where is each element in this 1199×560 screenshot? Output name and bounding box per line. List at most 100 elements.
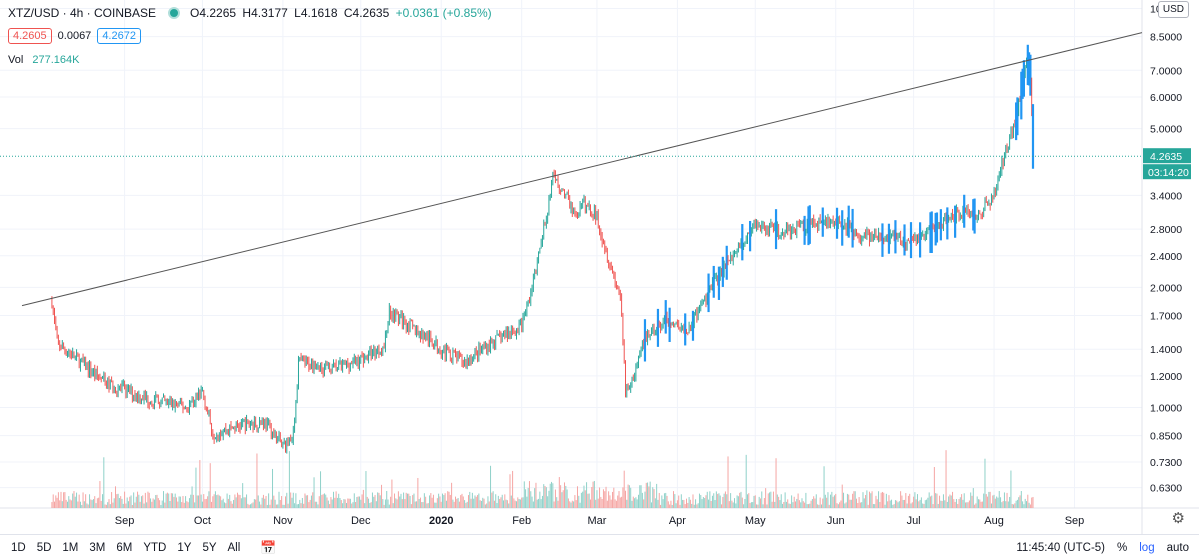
volume-bar (309, 499, 311, 508)
y-tick-label: 2.0000 (1150, 282, 1182, 294)
volume-bar (945, 450, 947, 508)
volume-bar (979, 499, 981, 508)
range-all-button[interactable]: All (227, 541, 241, 554)
volume-bar (521, 497, 523, 508)
volume-bar (126, 497, 128, 508)
volume-bar (541, 495, 543, 508)
volume-bar (187, 502, 189, 508)
volume-bar (758, 496, 760, 508)
volume-bar (959, 497, 961, 508)
currency-badge[interactable]: USD (1157, 1, 1189, 18)
volume-bar (635, 497, 637, 508)
spread-value: 0.0067 (57, 30, 92, 42)
volume-bar (967, 502, 969, 508)
volume-bar (778, 496, 780, 508)
volume-bar (95, 503, 97, 508)
volume-bar (948, 496, 950, 508)
price-chart[interactable]: 10.00008.50007.00006.00005.00003.40002.8… (0, 0, 1199, 534)
volume-bar (724, 491, 726, 508)
volume-bar (862, 492, 864, 508)
range-1m-button[interactable]: 1M (62, 541, 79, 554)
volume-bar (875, 495, 877, 508)
volume-bar (490, 465, 492, 508)
volume-bar (675, 503, 677, 508)
volume-bar (523, 481, 525, 508)
volume-bar (217, 494, 219, 508)
volume-bar (743, 504, 745, 508)
volume-bar (172, 493, 174, 508)
volume-bar (961, 494, 963, 508)
volume-bar (153, 499, 155, 508)
volume-bar (740, 491, 742, 508)
volume-bar (443, 495, 445, 508)
volume-bar (364, 503, 366, 508)
clock-time[interactable]: 11:45:40 (UTC-5) (1016, 541, 1106, 554)
volume-bar (693, 504, 695, 508)
volume-bar (63, 492, 65, 508)
volume-bar (593, 480, 595, 508)
volume-bar (822, 498, 824, 508)
volume-bar (837, 504, 839, 508)
volume-bar (759, 498, 761, 508)
volume-bar (584, 490, 586, 508)
volume-bar (660, 504, 662, 508)
volume-bar (155, 495, 157, 508)
x-tick-label: Sep (115, 515, 135, 527)
range-5d-button[interactable]: 5D (36, 541, 52, 554)
log-scale-toggle[interactable]: log (1139, 541, 1155, 554)
volume-bar (185, 496, 187, 508)
volume-bar (329, 504, 331, 508)
range-3m-button[interactable]: 3M (89, 541, 106, 554)
volume-bar (99, 481, 101, 508)
volume-bar (780, 494, 782, 508)
volume-bar (941, 500, 943, 508)
volume-bar (1002, 500, 1004, 508)
volume-bar (442, 493, 444, 508)
volume-bar (1020, 491, 1022, 508)
volume-bar (301, 497, 303, 508)
volume-bar (464, 500, 466, 508)
volume-bar (885, 493, 887, 508)
x-tick-label: Aug (984, 515, 1004, 527)
range-6m-button[interactable]: 6M (116, 541, 133, 554)
volume-bar (246, 494, 248, 508)
volume-bar (1032, 496, 1034, 508)
volume-bar (640, 485, 642, 508)
market-status-icon (168, 7, 181, 19)
y-tick-label: 0.6300 (1150, 483, 1182, 495)
volume-bar (836, 503, 838, 508)
goto-date-calendar-icon[interactable]: 📅 (260, 539, 277, 555)
range-5y-button[interactable]: 5Y (202, 541, 217, 554)
volume-bar (381, 484, 383, 508)
volume-bar (905, 493, 907, 508)
volume-bar (355, 502, 357, 508)
volume-bar (1019, 495, 1021, 508)
symbol-title[interactable]: XTZ/USD · 4h · COINBASE (8, 6, 157, 20)
percent-scale-toggle[interactable]: % (1117, 541, 1128, 554)
volume-bar (390, 496, 392, 508)
volume-bar (366, 496, 368, 508)
volume-bar (923, 503, 925, 508)
settings-gear-icon[interactable]: ⚙ (1171, 510, 1185, 527)
volume-bar (641, 492, 643, 508)
volume-bar (91, 500, 93, 508)
volume-bar (602, 489, 604, 508)
volume-bar (440, 501, 442, 508)
volume-bar (920, 497, 922, 508)
volume-bar (531, 496, 533, 508)
range-1d-button[interactable]: 1D (11, 541, 26, 554)
volume-bar (919, 499, 921, 508)
range-ytd-button[interactable]: YTD (143, 541, 167, 554)
volume-bar (370, 502, 372, 508)
volume-bar (643, 499, 645, 508)
auto-scale-toggle[interactable]: auto (1166, 541, 1189, 554)
range-1y-button[interactable]: 1Y (177, 541, 192, 554)
buy-price-button[interactable]: 4.2672 (97, 28, 141, 44)
volume-bar (65, 499, 67, 508)
volume-bar (613, 487, 615, 508)
volume-bar (735, 503, 737, 508)
volume-bar (243, 497, 245, 508)
sell-price-button[interactable]: 4.2605 (8, 28, 52, 44)
volume-bar (648, 486, 650, 508)
volume-bar (361, 494, 363, 508)
